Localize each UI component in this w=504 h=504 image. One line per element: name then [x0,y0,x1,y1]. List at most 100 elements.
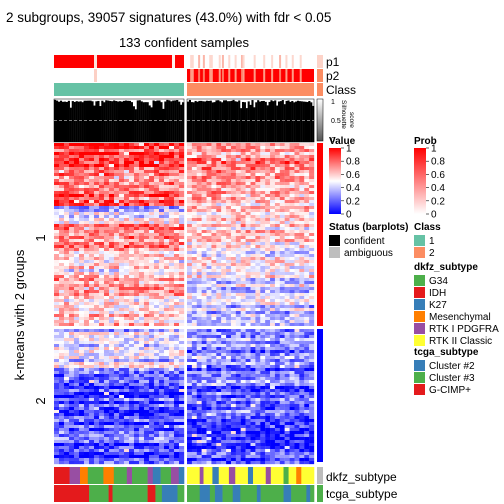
heatmap-cell [139,416,145,420]
heatmap-cell [139,314,145,318]
heatmap-cell [235,350,241,354]
heatmap-cell [119,416,125,420]
heatmap-cell [119,425,125,429]
heatmap-cell [79,287,85,291]
heatmap-cell [74,353,80,357]
heatmap-cell [299,182,305,186]
heatmap-cell [250,344,256,348]
heatmap-cell [79,305,85,309]
heatmap-cell [59,203,65,207]
p2-mark [291,69,294,82]
heatmap-cell [124,317,130,321]
heatmap-cell [84,413,90,417]
heatmap-cell [54,245,60,249]
heatmap-cell [114,413,120,417]
heatmap-cell [255,152,261,156]
heatmap-cell [134,173,140,177]
silhouette-bar [136,100,139,142]
heatmap-cell [134,323,140,327]
p2-group2-fill [187,69,314,82]
heatmap-cell [201,371,207,375]
heatmap-cell [84,173,90,177]
heatmap-cell [99,440,105,444]
heatmap-cell [134,344,140,348]
heatmap-cell [154,206,160,210]
heatmap-cell [169,158,175,162]
heatmap-cell [279,215,285,219]
heatmap-cell [144,398,150,402]
heatmap-cell [69,413,75,417]
heatmap-cell [104,155,110,159]
silhouette-bar [120,101,124,142]
heatmap-cell [64,152,70,156]
heatmap-cell [139,329,145,333]
heatmap-cell [119,446,125,450]
heatmap-cell [260,296,266,300]
heatmap-cell [221,311,227,315]
heatmap-cell [169,458,175,462]
heatmap-cell [79,359,85,363]
heatmap-cell [211,377,217,381]
heatmap-cell [299,317,305,321]
heatmap-cell [299,224,305,228]
heatmap-cell [94,344,100,348]
heatmap-cell [294,308,300,312]
heatmap-cell [144,296,150,300]
heatmap-cell [139,143,145,147]
heatmap-cell [240,308,246,312]
heatmap-cell [191,374,197,378]
heatmap-cell [179,389,185,393]
heatmap-cell [109,245,115,249]
heatmap-cell [274,182,280,186]
heatmap-cell [94,452,100,456]
heatmap-cell [159,341,165,345]
heatmap-cell [159,236,165,240]
heatmap-cell [134,248,140,252]
heatmap-cell [64,440,70,444]
heatmap-cell [129,347,135,351]
heatmap-cell [159,362,165,366]
heatmap-cell [221,215,227,219]
heatmap-cell [154,413,160,417]
heatmap-cell [64,374,70,378]
heatmap-cell [109,374,115,378]
heatmap-cell [299,164,305,168]
heatmap-cell [74,401,80,405]
heatmap-cell [304,215,310,219]
heatmap-cell [104,407,110,411]
heatmap-cell [164,395,170,399]
heatmap-cell [84,419,90,423]
heatmap-cell [226,248,232,252]
heatmap-cell [109,284,115,288]
heatmap-cell [274,245,280,249]
heatmap-cell [304,152,310,156]
heatmap-cell [196,170,202,174]
heatmap-cell [109,359,115,363]
heatmap-cell [154,155,160,159]
silhouette-bar [95,101,98,142]
heatmap-cell [154,455,160,459]
heatmap-cell [216,209,222,213]
heatmap-cell [89,173,95,177]
heatmap-cell [64,401,70,405]
heatmap-cell [174,374,180,378]
heatmap-cell [299,194,305,198]
heatmap-cell [279,152,285,156]
heatmap-cell [289,356,295,360]
heatmap-cell [289,314,295,318]
heatmap-cell [64,296,70,300]
heatmap-cell [304,251,310,255]
heatmap-cell [270,233,276,237]
heatmap-cell [169,302,175,306]
heatmap-cell [274,143,280,147]
heatmap-cell [265,260,271,264]
heatmap-cell [265,377,271,381]
heatmap-cell [174,434,180,438]
heatmap-cell [294,323,300,327]
heatmap-cell [226,233,232,237]
heatmap-cell [196,203,202,207]
heatmap-cell [245,227,251,231]
heatmap-cell [104,419,110,423]
heatmap-cell [104,350,110,354]
heatmap-cell [114,446,120,450]
